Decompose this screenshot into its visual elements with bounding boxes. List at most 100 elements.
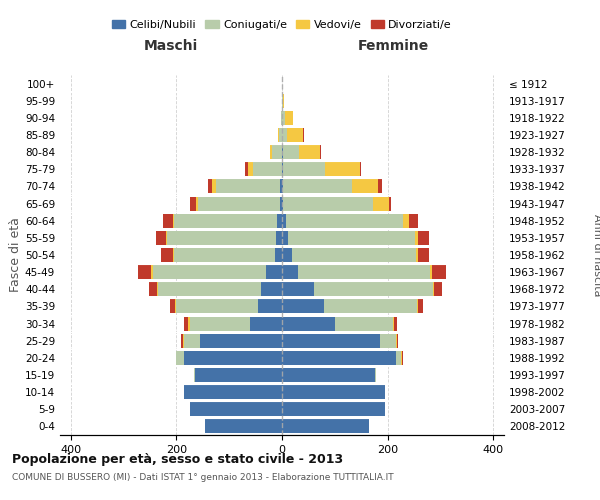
Bar [196,196,198,210]
Bar [283,180,352,194]
Bar [287,128,303,142]
Bar [282,385,385,399]
Bar [402,351,403,365]
Bar [195,368,282,382]
Bar [152,265,266,279]
Bar [166,231,167,245]
Bar [149,282,157,296]
Bar [280,196,282,210]
Bar [282,300,324,314]
Bar [272,145,282,159]
Bar [174,248,275,262]
Bar [292,248,416,262]
Bar [395,334,397,347]
Bar [184,351,282,365]
Bar [431,265,446,279]
Bar [190,402,282,416]
Bar [393,316,394,330]
Bar [270,145,272,159]
Bar [155,231,166,245]
Text: Maschi: Maschi [144,38,198,52]
Bar [286,214,403,228]
Bar [173,248,174,262]
Bar [217,180,280,194]
Bar [415,231,418,245]
Bar [282,420,369,434]
Bar [194,368,195,382]
Bar [282,282,314,296]
Bar [283,145,299,159]
Bar [320,145,321,159]
Bar [282,231,289,245]
Bar [352,180,378,194]
Bar [282,94,283,108]
Bar [167,231,275,245]
Bar [282,180,283,194]
Bar [184,385,282,399]
Bar [418,231,430,245]
Bar [245,162,248,176]
Bar [275,248,282,262]
Bar [378,180,382,194]
Bar [394,316,397,330]
Bar [418,300,423,314]
Bar [374,368,376,382]
Y-axis label: Fasce di età: Fasce di età [9,218,22,292]
Text: Femmine: Femmine [358,38,428,52]
Bar [417,300,418,314]
Bar [278,128,280,142]
Bar [181,334,183,347]
Bar [208,180,212,194]
Bar [282,351,395,365]
Bar [282,265,298,279]
Text: Anni di nascita: Anni di nascita [592,214,600,296]
Bar [190,196,196,210]
Bar [161,248,173,262]
Bar [283,196,373,210]
Bar [163,214,173,228]
Bar [282,128,287,142]
Bar [188,316,190,330]
Bar [175,300,176,314]
Bar [401,351,402,365]
Bar [283,94,284,108]
Bar [282,162,283,176]
Bar [277,214,282,228]
Bar [184,316,188,330]
Bar [324,300,417,314]
Bar [282,145,283,159]
Bar [205,420,282,434]
Bar [138,265,151,279]
Bar [280,180,282,194]
Bar [325,162,360,176]
Bar [266,265,282,279]
Bar [303,128,304,142]
Bar [380,334,395,347]
Bar [283,162,325,176]
Bar [284,111,293,125]
Legend: Celibi/Nubili, Coniugati/e, Vedovi/e, Divorziati/e: Celibi/Nubili, Coniugati/e, Vedovi/e, Di… [107,16,457,34]
Bar [403,214,409,228]
Bar [280,128,282,142]
Bar [248,162,253,176]
Bar [430,265,431,279]
Bar [261,282,282,296]
Bar [158,282,261,296]
Bar [433,282,434,296]
Bar [151,265,152,279]
Bar [157,282,158,296]
Bar [314,282,433,296]
Bar [282,368,374,382]
Bar [176,351,184,365]
Bar [200,334,282,347]
Bar [176,300,258,314]
Bar [335,316,393,330]
Bar [282,248,292,262]
Bar [212,180,217,194]
Bar [389,196,391,210]
Bar [198,196,280,210]
Bar [409,214,418,228]
Bar [253,162,282,176]
Text: COMUNE DI BUSSERO (MI) - Dati ISTAT 1° gennaio 2013 - Elaborazione TUTTITALIA.IT: COMUNE DI BUSSERO (MI) - Dati ISTAT 1° g… [12,472,394,482]
Bar [282,196,283,210]
